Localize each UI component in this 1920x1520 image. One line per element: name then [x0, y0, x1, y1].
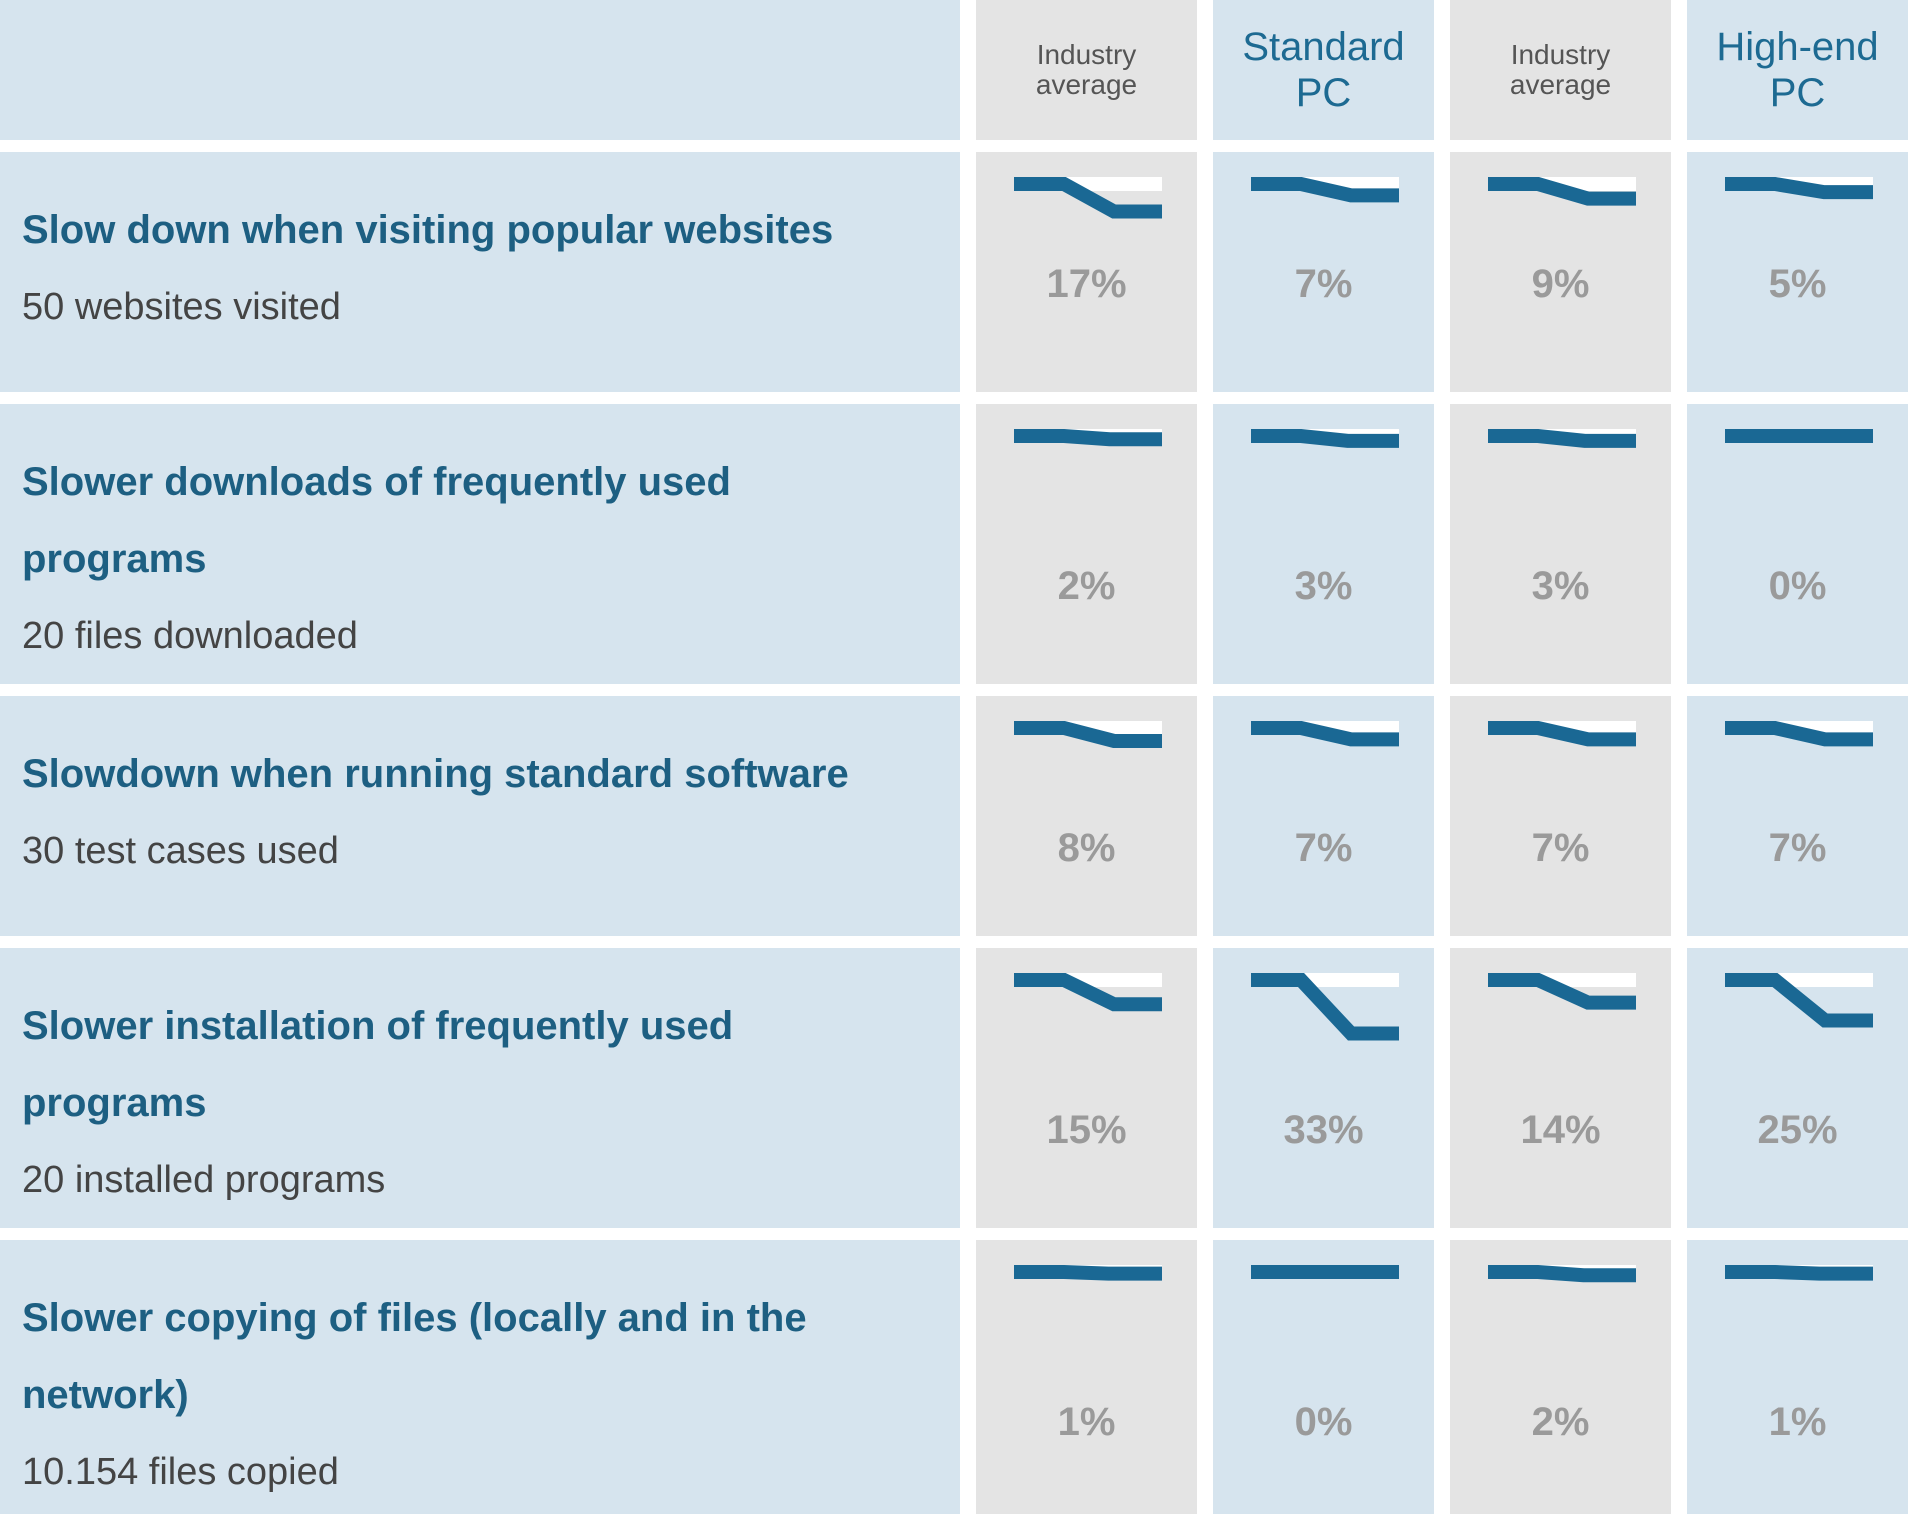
percent-label: 0%	[1768, 564, 1827, 608]
percent-label: 7%	[1294, 826, 1353, 870]
slowdown-line	[1488, 177, 1636, 206]
slowdown-sparkline	[1251, 177, 1399, 203]
value-cell: 7%	[1213, 696, 1434, 936]
percent-label: 17%	[1046, 262, 1127, 306]
value-cell: 14%	[1450, 948, 1671, 1228]
row-label-0: Slow down when visiting popular websites…	[0, 152, 960, 392]
value-cell: 8%	[976, 696, 1197, 936]
value-cell: 25%	[1687, 948, 1908, 1228]
slowdown-line	[1014, 429, 1162, 447]
percent-label: 8%	[1057, 826, 1116, 870]
value-cell: 1%	[976, 1240, 1197, 1514]
column-header-2: Industry average	[1450, 0, 1671, 140]
value-cell: 1%	[1687, 1240, 1908, 1514]
slowdown-line	[1014, 973, 1162, 1012]
slowdown-sparkline	[1014, 721, 1162, 748]
percent-label: 2%	[1531, 1400, 1590, 1444]
row-subtitle: 50 websites visited	[22, 286, 341, 328]
percent-label: 1%	[1057, 1400, 1116, 1444]
slowdown-sparkline	[1251, 721, 1399, 747]
row-subtitle: 20 files downloaded	[22, 615, 358, 657]
value-cell: 15%	[976, 948, 1197, 1228]
row-label-4: Slower copying of files (locally and in …	[0, 1240, 960, 1514]
value-cell: 7%	[1450, 696, 1671, 936]
percent-label: 14%	[1520, 1108, 1601, 1152]
row-subtitle: 30 test cases used	[22, 830, 339, 872]
percent-label: 1%	[1768, 1400, 1827, 1444]
slowdown-sparkline	[1014, 1265, 1162, 1281]
slowdown-sparkline	[1014, 429, 1162, 447]
column-header-1: Standard PC	[1213, 0, 1434, 140]
value-cell: 33%	[1213, 948, 1434, 1228]
slowdown-line	[1488, 1265, 1636, 1283]
slowdown-line	[1488, 721, 1636, 747]
value-cell: 2%	[976, 404, 1197, 684]
row-label-1: Slower downloads of frequently used prog…	[0, 404, 960, 684]
row-subtitle: 10.154 files copied	[22, 1451, 339, 1493]
slowdown-sparkline	[1014, 973, 1162, 1012]
slowdown-sparkline	[1488, 429, 1636, 448]
slowdown-sparkline	[1488, 973, 1636, 1010]
percent-label: 5%	[1768, 262, 1827, 306]
slowdown-sparkline	[1251, 1265, 1399, 1279]
slowdown-line	[1725, 973, 1873, 1028]
slowdown-sparkline	[1725, 177, 1873, 200]
value-cell: 9%	[1450, 152, 1671, 392]
slowdown-sparkline	[1251, 429, 1399, 448]
slowdown-line	[1725, 1265, 1873, 1281]
value-cell: 5%	[1687, 152, 1908, 392]
percent-label: 7%	[1531, 826, 1590, 870]
value-cell: 0%	[1687, 404, 1908, 684]
slowdown-line	[1251, 429, 1399, 448]
slowdown-sparkline	[1488, 1265, 1636, 1283]
slowdown-line	[1014, 721, 1162, 748]
percent-label: 3%	[1531, 564, 1590, 608]
row-title: Slower copying of files (locally and in …	[22, 1296, 807, 1417]
slowdown-sparkline	[1014, 177, 1162, 219]
slowdown-line	[1725, 721, 1873, 747]
row-label-3: Slower installation of frequently used p…	[0, 948, 960, 1228]
slowdown-sparkline	[1725, 429, 1873, 443]
row-label-2: Slowdown when running standard software 3…	[0, 696, 960, 936]
slowdown-sparkline	[1725, 973, 1873, 1028]
percent-label: 25%	[1757, 1108, 1838, 1152]
percent-label: 9%	[1531, 262, 1590, 306]
value-cell: 7%	[1213, 152, 1434, 392]
percent-label: 7%	[1768, 826, 1827, 870]
slowdown-line	[1014, 177, 1162, 219]
slowdown-line	[1725, 177, 1873, 200]
slowdown-sparkline	[1488, 721, 1636, 747]
slowdown-sparkline	[1251, 973, 1399, 1041]
row-title: Slower installation of frequently used p…	[22, 1004, 734, 1125]
slowdown-line	[1488, 429, 1636, 448]
row-title: Slow down when visiting popular websites	[22, 208, 834, 252]
slowdown-line	[1251, 973, 1399, 1041]
row-title: Slower downloads of frequently used prog…	[22, 460, 731, 581]
slowdown-line	[1488, 973, 1636, 1010]
row-subtitle: 20 installed programs	[22, 1159, 386, 1201]
value-cell: 3%	[1450, 404, 1671, 684]
slowdown-sparkline	[1725, 1265, 1873, 1281]
percent-label: 33%	[1283, 1108, 1364, 1152]
value-cell: 0%	[1213, 1240, 1434, 1514]
percent-label: 15%	[1046, 1108, 1127, 1152]
slowdown-sparkline	[1725, 721, 1873, 747]
column-header-3: High-end PC	[1687, 0, 1908, 140]
percent-label: 0%	[1294, 1400, 1353, 1444]
value-cell: 2%	[1450, 1240, 1671, 1514]
slowdown-line	[1251, 721, 1399, 747]
percent-label: 7%	[1294, 262, 1353, 306]
header-corner	[0, 0, 960, 140]
slowdown-line	[1251, 177, 1399, 203]
row-title: Slowdown when running standard software	[22, 752, 849, 796]
value-cell: 7%	[1687, 696, 1908, 936]
value-cell: 3%	[1213, 404, 1434, 684]
percent-label: 2%	[1057, 564, 1116, 608]
column-header-0: Industry average	[976, 0, 1197, 140]
value-cell: 17%	[976, 152, 1197, 392]
slowdown-sparkline	[1488, 177, 1636, 206]
slowdown-line	[1014, 1265, 1162, 1281]
percent-label: 3%	[1294, 564, 1353, 608]
